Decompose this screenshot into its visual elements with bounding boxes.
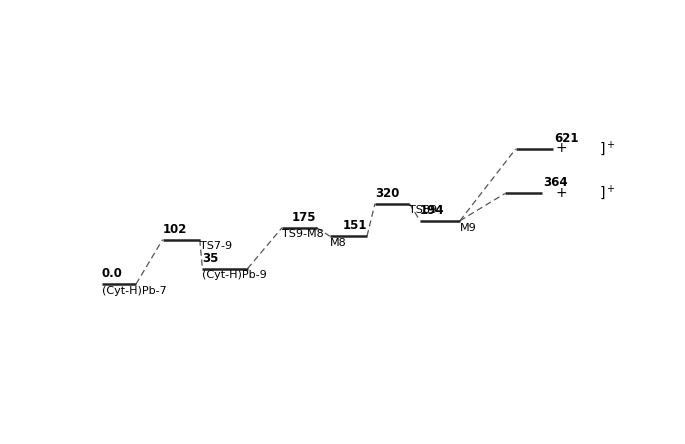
Text: TS89: TS89 <box>410 206 438 215</box>
Text: (Cyt-H)Pb-9: (Cyt-H)Pb-9 <box>203 270 267 280</box>
Text: M9: M9 <box>460 222 477 233</box>
Text: 151: 151 <box>342 219 367 232</box>
Text: 364: 364 <box>543 176 568 189</box>
Text: 35: 35 <box>203 252 219 265</box>
Text: $\,\,]^+$: $\,\,]^+$ <box>595 183 616 202</box>
Text: TS9-M8: TS9-M8 <box>282 230 324 239</box>
Text: 175: 175 <box>292 210 316 223</box>
Text: 621: 621 <box>554 132 578 145</box>
Text: $\,\,]^+$: $\,\,]^+$ <box>595 139 616 158</box>
Text: (Cyt-H)Pb-7: (Cyt-H)Pb-7 <box>101 286 166 296</box>
Text: TS7-9: TS7-9 <box>200 242 232 251</box>
Text: 194: 194 <box>420 204 445 217</box>
Text: 102: 102 <box>162 222 187 235</box>
Text: 0.0: 0.0 <box>101 267 123 280</box>
Text: M8: M8 <box>329 238 347 248</box>
Text: $+$: $+$ <box>555 141 566 155</box>
Text: 320: 320 <box>375 186 399 200</box>
Text: $+$: $+$ <box>555 186 566 200</box>
